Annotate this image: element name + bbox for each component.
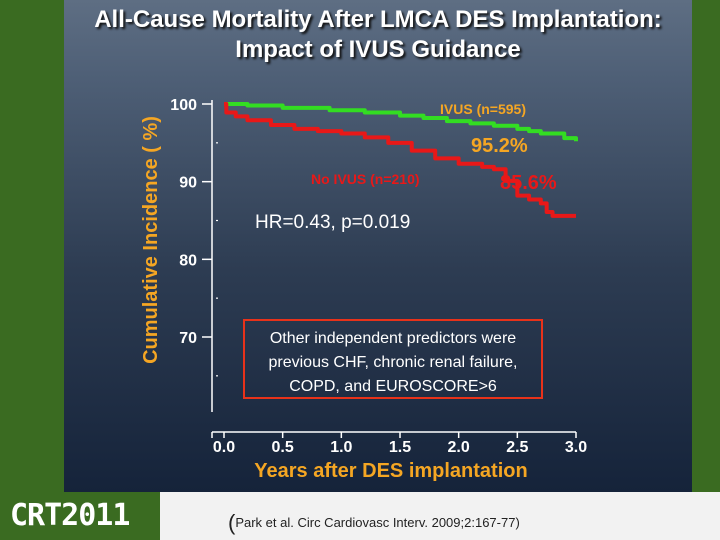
end-label-ivus: 95.2%: [471, 135, 528, 157]
slide-background: [64, 0, 692, 492]
crt-logo: CRT2011: [0, 492, 160, 540]
note-line-2: previous CHF, chronic renal failure,: [268, 354, 518, 371]
x-tick-label-2.5: 2.5: [506, 439, 528, 456]
series-line-ivus: [224, 102, 578, 142]
x-tick-label-2.0: 2.0: [448, 439, 470, 456]
x-tick-label-0.0: 0.0: [213, 439, 235, 456]
chart-series: [224, 102, 578, 218]
x-tick-label-0.5: 0.5: [272, 439, 294, 456]
y-axis-label: Cumulative Incidence ( %): [140, 116, 162, 364]
x-axis-label: Years after DES implantation: [254, 460, 527, 482]
note-line-3: COPD, and EUROSCORE>6: [289, 378, 497, 395]
x-tick-label-1.5: 1.5: [389, 439, 411, 456]
y-tick-label-70: 70: [179, 330, 197, 347]
legend-no-ivus: No IVUS (n=210): [311, 171, 420, 187]
predictors-note-box: Other independent predictors were previo…: [243, 319, 543, 399]
crt-logo-text: CRT2011: [10, 498, 130, 533]
legend-ivus: IVUS (n=595): [440, 101, 526, 117]
citation-text: Park et al. Circ Cardiovasc Interv. 2009…: [235, 515, 516, 530]
note-line-1: Other independent predictors were: [269, 330, 517, 347]
chart-axes: [202, 100, 577, 438]
footer-bar: CRT2011: [0, 492, 720, 540]
end-label-no-ivus: 85.6%: [500, 172, 557, 194]
y-tick-label-80: 80: [179, 252, 197, 269]
y-tick-label-100: 100: [170, 97, 197, 114]
chart-labels: 100 90 80 70 Cumulative Incidence ( %) 0.0 0.5…: [140, 97, 587, 482]
citation-open-paren: (: [228, 510, 236, 535]
citation: (Park et al. Circ Cardiovasc Interv. 200…: [228, 510, 520, 536]
citation-close-paren: ): [515, 515, 520, 530]
y-tick-label-90: 90: [179, 175, 197, 192]
x-tick-label-3.0: 3.0: [565, 439, 587, 456]
slide-subtitle: Impact of IVUS Guidance: [235, 36, 521, 63]
series-line-no-ivus: [224, 102, 576, 218]
hr-annotation: HR=0.43, p=0.019: [255, 212, 410, 233]
x-tick-label-1.0: 1.0: [330, 439, 352, 456]
slide-title: All-Cause Mortality After LMCA DES Impla…: [94, 6, 662, 33]
